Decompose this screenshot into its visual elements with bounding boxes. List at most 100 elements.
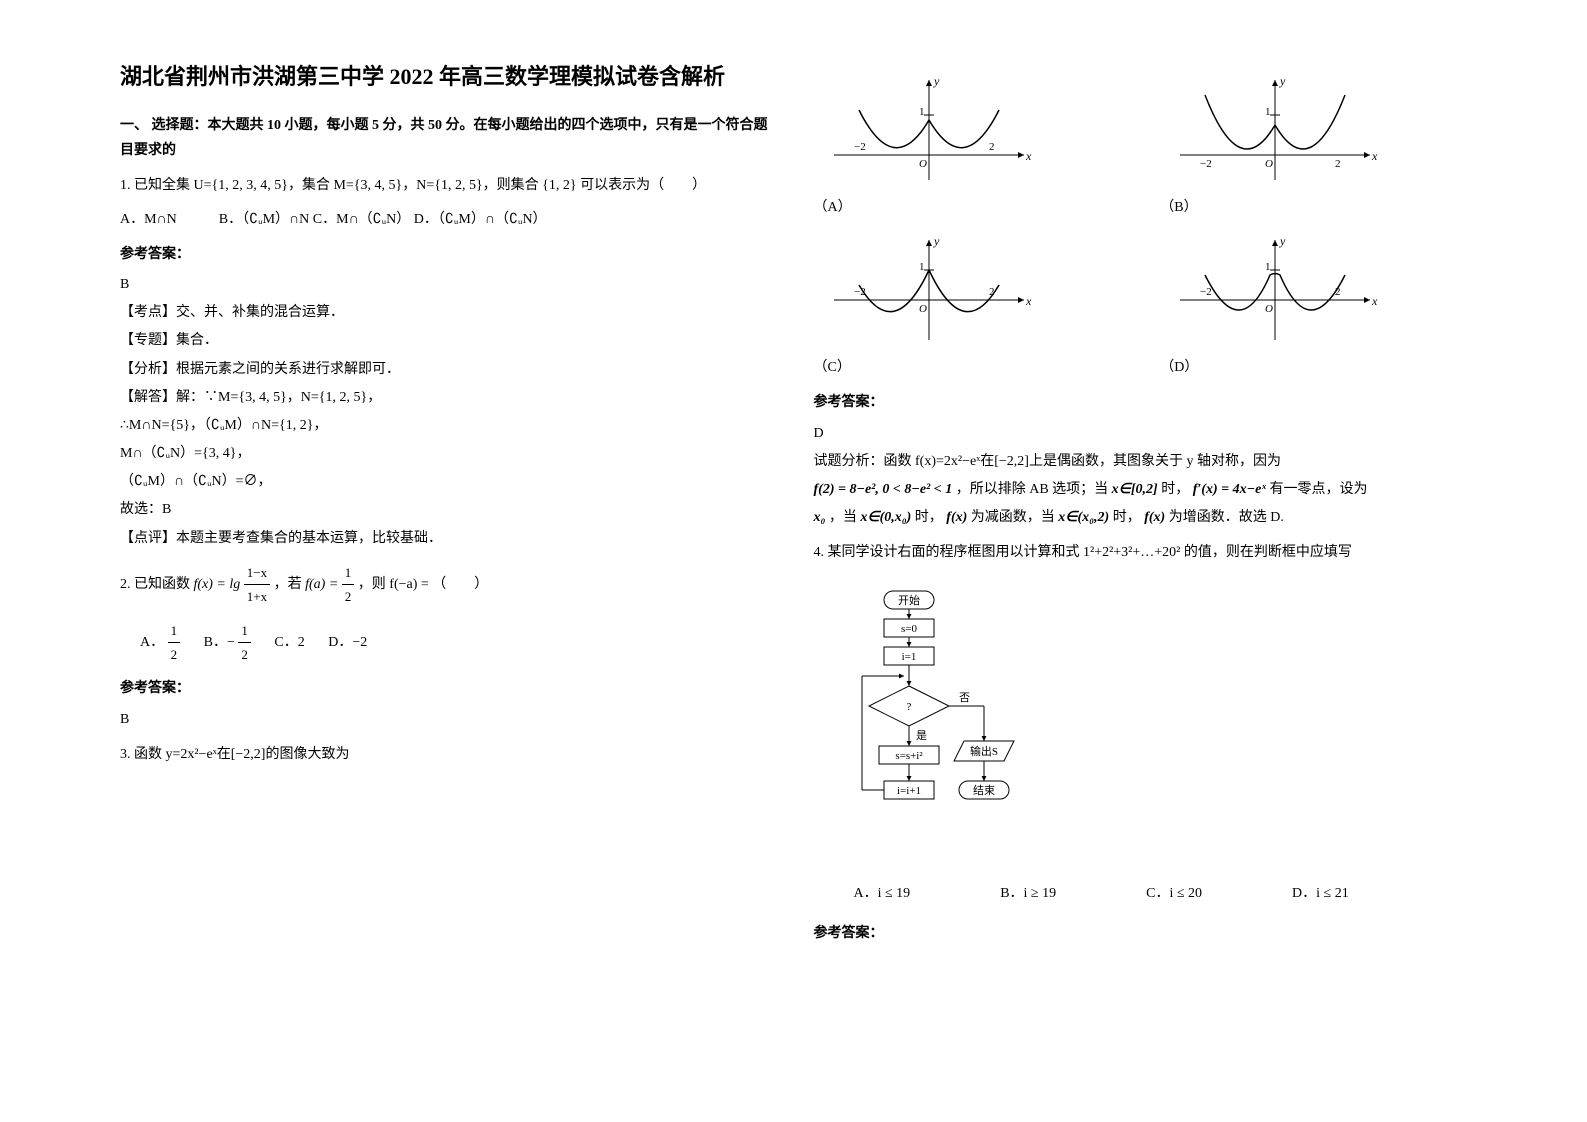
graph-d: x y −2 O 2 1 （D） [1160,230,1467,380]
svg-text:1: 1 [1265,261,1271,273]
q2-mid: ，若 [274,577,302,592]
question-3-stem: 3. 函数 y=2x²−eˣ在[−2,2]的图像大致为 [120,742,774,767]
q3-analysis-3: x₀ ，当 x∈(0,x₀) 时， f(x) 为减函数，当 x∈(x₀,2) 时… [814,505,1468,530]
svg-text:s=s+i²: s=s+i² [895,750,923,762]
q2-answer-label: 参考答案： [120,676,774,701]
q1-line-7: 故选：B [120,497,774,522]
q3-a3d: 时， [915,510,943,525]
svg-text:−2: −2 [1200,158,1212,170]
graph-a: x y −2 O 2 1 （A） [814,70,1121,220]
svg-text:1: 1 [919,261,925,273]
svg-text:x: x [1025,149,1032,163]
svg-text:输出S: 输出S [969,744,997,758]
q2-opt-d: D．−2 [328,630,367,655]
q1-line-6: （∁ᵤM）∩（∁ᵤN）=∅， [120,469,774,494]
q3-a3e: f(x) [946,510,967,525]
svg-text:i=i+1: i=i+1 [896,785,920,797]
q1-options: A．M∩N B．（∁ᵤM）∩N C．M∩（∁ᵤN） D．（∁ᵤM）∩（∁ᵤN） [120,207,774,232]
q2-opt-a-den: 2 [168,643,181,666]
q1-line-1: 【专题】集合． [120,328,774,353]
q3-a3c: x∈(0,x₀) [860,510,911,525]
q3-a2b: ，所以排除 AB 选项；当 [956,482,1108,497]
graph-c-svg: x y −2 O 2 1 [814,230,1034,350]
q2-opt-c: C．2 [274,630,304,655]
section-heading: 一、 选择题：本大题共 10 小题，每小题 5 分，共 50 分。在每小题给出的… [120,113,774,163]
q3-a3a: x₀ [814,510,826,525]
q3-answer-label: 参考答案： [814,390,1468,415]
svg-text:−2: −2 [854,141,866,153]
q2-formula1-left: f(x) = lg [194,577,241,592]
q3-a3g: x∈(x₀,2) [1058,510,1109,525]
svg-text:y: y [1279,74,1286,88]
q3-a3f: 为减函数，当 [971,510,1055,525]
graph-b-svg: x y −2 O 2 1 [1160,70,1380,190]
q1-line-2: 【分析】根据元素之间的关系进行求解即可． [120,357,774,382]
svg-text:x: x [1371,149,1378,163]
q3-answer: D [814,421,1468,446]
q1-line-4: ∴M∩N={5}，（∁ᵤM）∩N={1, 2}， [120,413,774,438]
svg-text:2: 2 [1335,158,1341,170]
q2-opt-b-num: 1 [238,619,251,643]
q3-a2f: 有一零点，设为 [1270,482,1368,497]
q2-formula2-frac: 1 2 [342,561,355,609]
q3-analysis-2: f(2) = 8−e², 0 < 8−e² < 1 ，所以排除 AB 选项；当 … [814,477,1468,502]
question-2: 2. 已知函数 f(x) = lg 1−x 1+x ，若 f(a) = 1 2 … [120,561,774,609]
svg-text:y: y [933,234,940,248]
svg-text:1: 1 [1265,106,1271,118]
svg-text:x: x [1371,294,1378,308]
q3-a3b: ，当 [829,510,857,525]
q2-suffix: ，则 f(−a) = （ ） [358,577,489,592]
flowchart-svg: 开始 s=0 i=1 ? 否 输出S 结束 是 [854,586,1054,866]
fc-start: 开始 [898,593,920,607]
q3-a2e: f′(x) = 4x−eˣ [1193,482,1266,497]
q1-stem: 1. 已知全集 U={1, 2, 3, 4, 5}，集合 M={3, 4, 5}… [120,173,774,198]
q2-stem-prefix: 2. 已知函数 [120,577,190,592]
svg-text:结束: 结束 [973,784,995,797]
svg-text:O: O [919,158,927,170]
svg-text:i=1: i=1 [901,651,916,663]
graph-c: x y −2 O 2 1 （C） [814,230,1121,380]
q1-line-5: M∩（∁ᵤN）={3, 4}， [120,441,774,466]
q2-formula1-frac: 1−x 1+x [244,561,270,609]
question-4-stem: 4. 某同学设计右面的程序框图用以计算和式 1²+2²+3²+…+20² 的值，… [814,540,1468,565]
q4-opt-b: B．i ≥ 19 [1000,881,1056,906]
svg-text:O: O [919,303,927,315]
question-1: 1. 已知全集 U={1, 2, 3, 4, 5}，集合 M={3, 4, 5}… [120,173,774,231]
svg-text:−2: −2 [1200,286,1212,298]
q2-opt-b: B．− 12 [204,619,251,667]
q2-answer: B [120,707,774,732]
svg-text:1: 1 [919,106,925,118]
q2-opt-b-den: 2 [238,643,251,666]
q4-opt-c: C．i ≤ 20 [1146,881,1202,906]
q3-analysis-1: 试题分析：函数 f(x)=2x²−eˣ在[−2,2]上是偶函数，其图象关于 y … [814,449,1468,474]
graph-a-label: （A） [814,195,1121,220]
q2-opt-a: A． 12 [140,619,180,667]
q1-line-8: 【点评】本题主要考查集合的基本运算，比较基础． [120,526,774,551]
svg-text:O: O [1265,158,1273,170]
q4-opt-d: D．i ≤ 21 [1292,881,1349,906]
svg-text:?: ? [906,701,911,713]
q1-line-3: 【解答】解：∵M={3, 4, 5}，N={1, 2, 5}， [120,385,774,410]
q4-answer-label: 参考答案： [814,921,1468,946]
q3-graph-grid: x y −2 O 2 1 （A） x y −2 O 2 1 [814,70,1468,380]
page-title: 湖北省荆州市洪湖第三中学 2022 年高三数学理模拟试卷含解析 [120,60,774,93]
q2-formula2-den: 2 [342,585,355,608]
svg-text:y: y [1279,234,1286,248]
q3-f2: f(2) = 8−e², 0 < 8−e² < 1 [814,482,953,497]
q3-a3h: 时， [1113,510,1141,525]
q3-a2c: x∈[0,2] [1112,482,1158,497]
q1-answer: B [120,272,774,297]
graph-a-svg: x y −2 O 2 1 [814,70,1034,190]
q2-formula2-left: f(a) = [305,577,342,592]
q3-a3i: f(x) [1144,510,1165,525]
svg-text:是: 是 [916,729,927,742]
q2-opt-a-num: 1 [168,619,181,643]
q2-opt-a-label: A． [140,635,164,650]
svg-text:s=0: s=0 [901,623,917,635]
graph-b-label: （B） [1160,195,1467,220]
graph-d-svg: x y −2 O 2 1 [1160,230,1380,350]
svg-text:x: x [1025,294,1032,308]
svg-text:2: 2 [989,141,995,153]
graph-b: x y −2 O 2 1 （B） [1160,70,1467,220]
q4-options: A．i ≤ 19 B．i ≥ 19 C．i ≤ 20 D．i ≤ 21 [814,881,1468,906]
